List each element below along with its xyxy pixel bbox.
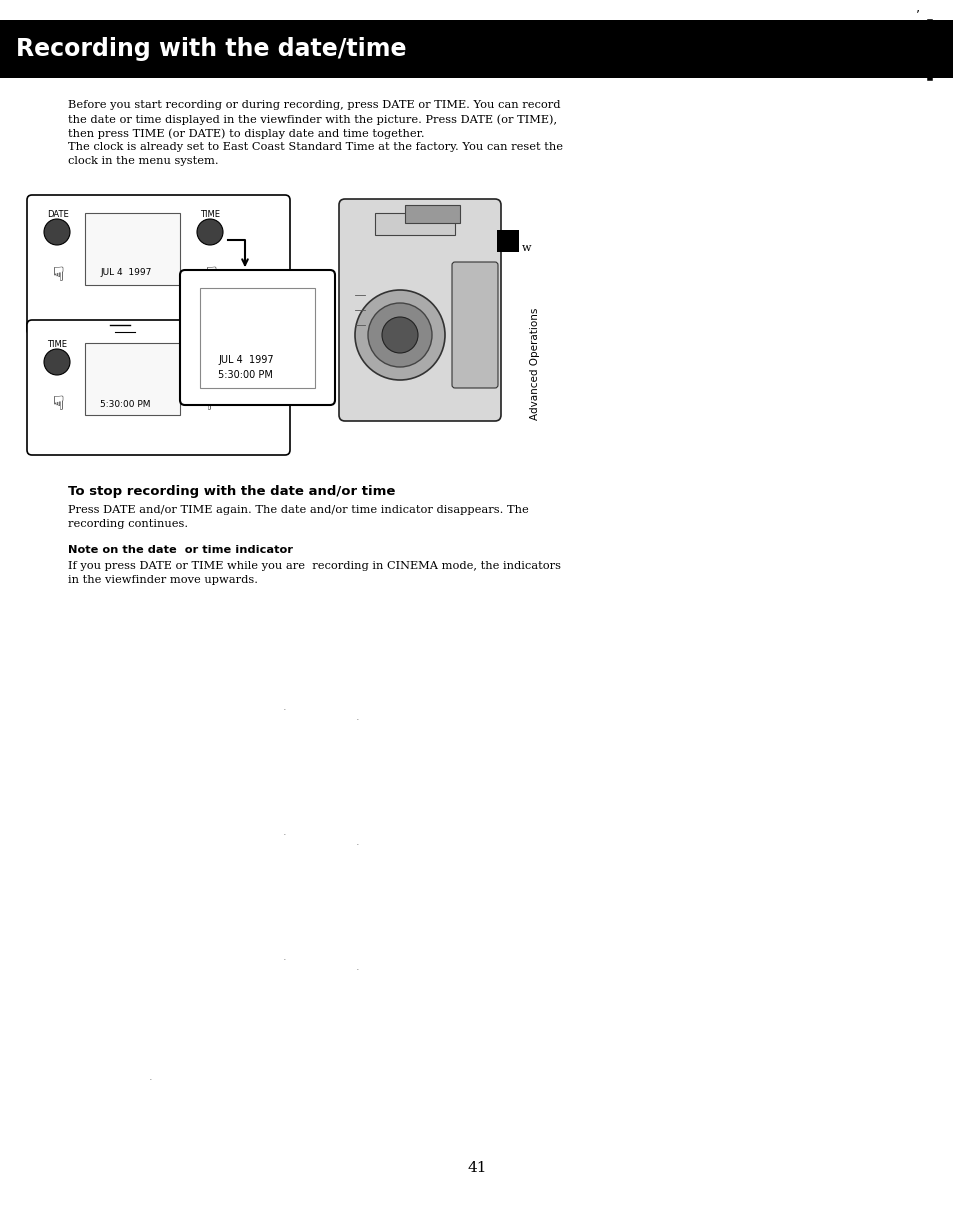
Text: .: . [355,962,359,972]
Text: DATE: DATE [47,211,69,219]
FancyBboxPatch shape [452,262,497,388]
Text: Press DATE and/or TIME again. The date and/or time indicator disappears. The: Press DATE and/or TIME again. The date a… [68,506,528,515]
Text: Advanced Operations: Advanced Operations [530,307,539,420]
Circle shape [192,349,218,375]
Text: ☞: ☞ [193,394,212,411]
Circle shape [381,317,417,353]
Circle shape [368,304,432,367]
Text: Before you start recording or during recording, press DATE or TIME. You can reco: Before you start recording or during rec… [68,100,560,110]
Text: Recording with the date/time: Recording with the date/time [16,37,406,61]
Bar [0,20,953,78]
FancyBboxPatch shape [27,195,290,335]
Bar [497,230,518,252]
FancyBboxPatch shape [180,271,335,405]
Bar [85,213,180,285]
Text: .: . [283,827,286,837]
Text: .: . [283,952,286,962]
Text: recording continues.: recording continues. [68,519,188,529]
Text: If you press DATE or TIME while you are  recording in CINEMA mode, the indicator: If you press DATE or TIME while you are … [68,561,560,572]
Text: Note on the date  or time indicator: Note on the date or time indicator [68,545,293,554]
Circle shape [44,349,70,375]
Text: ’: ’ [915,9,919,21]
Text: 5:30:00 PM: 5:30:00 PM [100,400,151,409]
Circle shape [355,290,444,379]
Text: .: . [149,1072,152,1082]
Text: ☞: ☞ [45,394,64,411]
Text: 41: 41 [467,1162,486,1175]
Text: .: . [283,703,286,712]
Text: ☞: ☞ [45,266,64,283]
Text: JUL 4  1997: JUL 4 1997 [100,268,152,277]
Text: in the viewfinder move upwards.: in the viewfinder move upwards. [68,575,257,585]
Text: w: w [521,244,531,253]
Text: the date or time displayed in the viewfinder with the picture. Press DATE (or TI: the date or time displayed in the viewfi… [68,114,557,125]
Text: ☞: ☞ [198,266,216,283]
Text: To stop recording with the date and/or time: To stop recording with the date and/or t… [68,485,395,498]
Bar [200,288,314,388]
Text: DATE: DATE [194,340,216,349]
Text: 5:30:00 PM: 5:30:00 PM [218,370,273,379]
Text: clock in the menu system.: clock in the menu system. [68,155,218,166]
Bar [375,213,455,235]
Text: .: . [355,712,359,722]
Text: then press TIME (or DATE) to display date and time together.: then press TIME (or DATE) to display dat… [68,129,424,138]
Text: .: . [355,837,359,847]
Circle shape [196,219,223,245]
Text: TIME: TIME [200,211,220,219]
Bar [85,343,180,415]
FancyBboxPatch shape [27,319,290,455]
Circle shape [44,219,70,245]
Text: The clock is already set to East Coast Standard Time at the factory. You can res: The clock is already set to East Coast S… [68,142,562,152]
Text: JUL 4  1997: JUL 4 1997 [218,355,274,365]
FancyBboxPatch shape [338,200,500,421]
Text: TIME: TIME [47,340,67,349]
Bar [405,204,459,223]
